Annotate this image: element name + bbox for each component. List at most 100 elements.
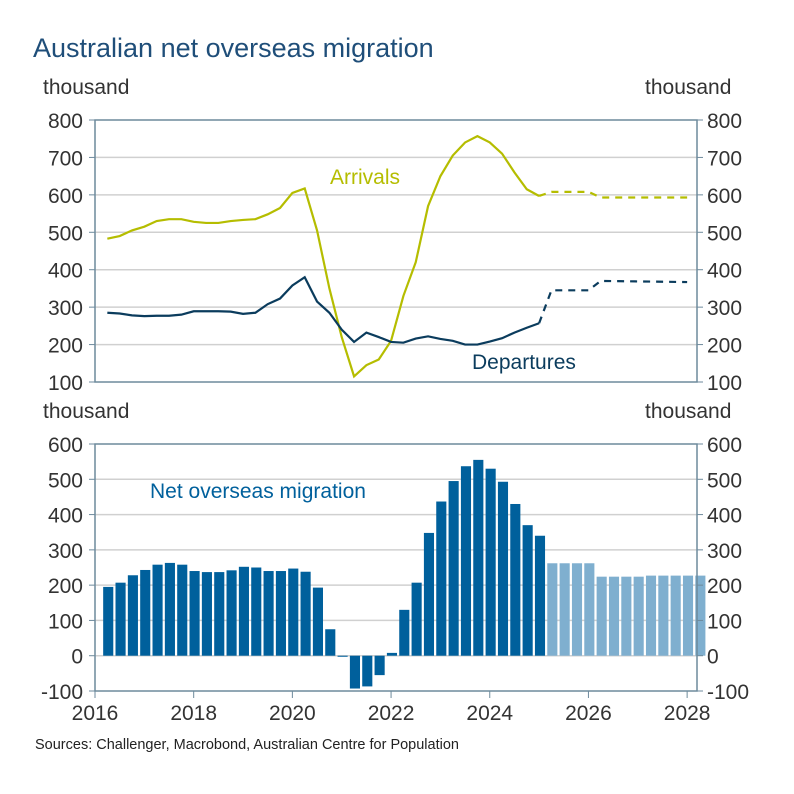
bottom-plot-frame	[94, 443, 698, 692]
net-migration-bar	[140, 569, 151, 656]
net-migration-forecast-bar	[559, 563, 570, 656]
x-tick-label: 2026	[565, 702, 612, 725]
y-tick-label-right: 200	[707, 335, 742, 358]
net-migration-bar	[534, 535, 546, 656]
net-migration-bar	[411, 582, 422, 656]
net-migration-bar	[337, 655, 348, 657]
y-tick-label-left: 300	[48, 297, 83, 320]
net-migration-forecast-bar	[633, 576, 644, 656]
net-migration-bar	[127, 575, 138, 656]
arrivals-line	[107, 134, 540, 379]
net-migration-bar	[386, 652, 398, 656]
arrivals-forecast-line	[538, 190, 688, 199]
y-tick-label-right: 100	[707, 610, 742, 633]
y-tick-label-right: 400	[707, 505, 742, 528]
net-migration-bar	[189, 571, 200, 656]
net-migration-bar	[510, 503, 521, 656]
y-tick-label-right: 600	[707, 434, 742, 457]
net-migration-forecast-bar	[584, 563, 595, 656]
y-tick-label-left: 700	[48, 147, 83, 170]
y-tick-label-right: 100	[707, 372, 742, 395]
chart-title: Australian net overseas migration	[33, 33, 434, 63]
y-tick-label-right: 0	[707, 646, 719, 669]
bottom-left-unit-label: thousand	[43, 400, 130, 423]
net-migration-bar	[423, 532, 435, 656]
x-tick-label: 2016	[72, 702, 119, 725]
arrivals-label: Arrivals	[330, 166, 400, 189]
x-tick-label: 2024	[466, 702, 513, 725]
x-tick-label: 2020	[269, 702, 316, 725]
net-migration-bar	[238, 566, 249, 656]
y-tick-label-right: 200	[707, 575, 742, 598]
y-tick-label-left: 600	[48, 185, 83, 208]
net-migration-bar	[177, 564, 188, 656]
net-migration-bar	[362, 655, 373, 687]
top-axis-ticks: 100 100 200 200 300 300 400 400 500 500 600 600 700 7…	[48, 110, 742, 395]
y-tick-label-left: 500	[48, 222, 83, 245]
top-series	[107, 134, 688, 379]
net-migration-forecast-bar	[621, 576, 632, 656]
y-tick-label-left: 100	[48, 372, 83, 395]
net-migration-bar	[152, 564, 163, 656]
y-tick-label-left: 600	[48, 434, 83, 457]
y-tick-label-right: 300	[707, 540, 742, 563]
net-migration-bar	[288, 568, 299, 656]
net-migration-forecast-bar	[658, 575, 669, 656]
departures-line	[107, 275, 540, 346]
x-tick-label: 2022	[368, 702, 415, 725]
net-migration-bar	[497, 481, 509, 656]
y-tick-label-left: 200	[48, 575, 83, 598]
net-migration-bar	[263, 571, 274, 656]
net-migration-bar	[164, 562, 175, 656]
top-plot-frame	[94, 119, 698, 383]
y-tick-label-right: 500	[707, 222, 742, 245]
y-tick-label-left: 500	[48, 469, 83, 492]
source-note: Sources: Challenger, Macrobond, Australi…	[35, 737, 459, 753]
net-migration-forecast-bar	[695, 575, 706, 656]
net-migration-bar	[226, 570, 237, 656]
y-tick-label-left: 200	[48, 335, 83, 358]
y-tick-label-right: 800	[707, 110, 742, 133]
net-migration-forecast-bar	[571, 563, 583, 656]
top-right-unit-label: thousand	[645, 76, 732, 99]
net-migration-bar	[460, 466, 472, 656]
y-tick-label-left: 800	[48, 110, 83, 133]
y-tick-label-right: 600	[707, 185, 742, 208]
y-tick-label-left: 0	[71, 646, 83, 669]
y-tick-label-right: 300	[707, 297, 742, 320]
net-migration-forecast-bar	[670, 575, 681, 656]
net-migration-bar	[485, 468, 496, 656]
net-migration-bar	[349, 655, 361, 689]
y-tick-label-left: 100	[48, 610, 83, 633]
net-migration-forecast-bar	[596, 576, 607, 656]
x-tick-label: 2028	[664, 702, 711, 725]
y-tick-label-right: 500	[707, 469, 742, 492]
net-migration-bar	[312, 587, 323, 656]
departures-label: Departures	[472, 351, 576, 374]
net-migration-bar	[300, 571, 311, 656]
net-migration-bar	[473, 459, 484, 656]
net-migration-bar	[522, 525, 533, 656]
net-migration-bar	[103, 586, 114, 656]
bottom-right-unit-label: thousand	[645, 400, 732, 423]
net-migration-bar	[325, 629, 336, 656]
y-tick-label-right: 400	[707, 260, 742, 283]
net-migration-bar	[436, 501, 447, 656]
net-migration-bar	[115, 582, 126, 656]
y-tick-label-left: 400	[48, 505, 83, 528]
net-migration-forecast-bar	[547, 563, 558, 656]
y-tick-label-left: -100	[41, 681, 83, 704]
y-tick-label-right: -100	[707, 681, 749, 704]
y-tick-label-left: 300	[48, 540, 83, 563]
net-migration-forecast-bar	[608, 576, 620, 656]
net-migration-bar	[448, 481, 459, 656]
x-tick-label: 2018	[170, 702, 217, 725]
y-tick-label-left: 400	[48, 260, 83, 283]
departures-forecast-line	[538, 279, 688, 324]
net-migration-forecast-bar	[682, 575, 694, 656]
net-migration-bar	[201, 572, 212, 656]
y-tick-label-right: 700	[707, 147, 742, 170]
net-migration-bar	[374, 655, 385, 676]
net-migration-bar	[399, 609, 410, 656]
